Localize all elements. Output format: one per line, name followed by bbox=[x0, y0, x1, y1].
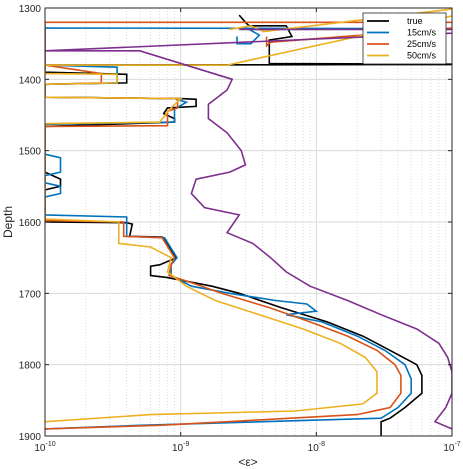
y-axis-label: Depth bbox=[1, 206, 15, 238]
legend-entry: true bbox=[407, 16, 423, 26]
series-layer bbox=[45, 8, 452, 436]
x-tick-label: 10-9 bbox=[172, 441, 189, 454]
x-tick-label: 10-7 bbox=[443, 441, 460, 454]
y-tick-label: 1500 bbox=[19, 147, 42, 158]
legend-entry: 15cm/s bbox=[407, 28, 437, 38]
series-line-unlabeled-4 bbox=[45, 28, 452, 430]
y-tick-label: 1800 bbox=[19, 361, 42, 372]
y-tick-label: 1600 bbox=[19, 218, 42, 229]
series-line-15cm-s bbox=[45, 27, 452, 430]
y-tick-label: 1700 bbox=[19, 289, 42, 300]
x-tick-label: 10-10 bbox=[34, 441, 55, 454]
series-line-25cm-s bbox=[45, 21, 452, 430]
x-axis-label: <ε> bbox=[238, 455, 257, 469]
y-tick-label: 1900 bbox=[19, 432, 42, 443]
y-tick-label: 1300 bbox=[19, 4, 42, 15]
legend-entry: 50cm/s bbox=[407, 51, 437, 61]
series-line-50cm-s bbox=[45, 8, 452, 423]
y-tick-label: 1400 bbox=[19, 75, 42, 86]
legend-entry: 25cm/s bbox=[407, 39, 437, 49]
x-tick-label: 10-8 bbox=[308, 441, 325, 454]
